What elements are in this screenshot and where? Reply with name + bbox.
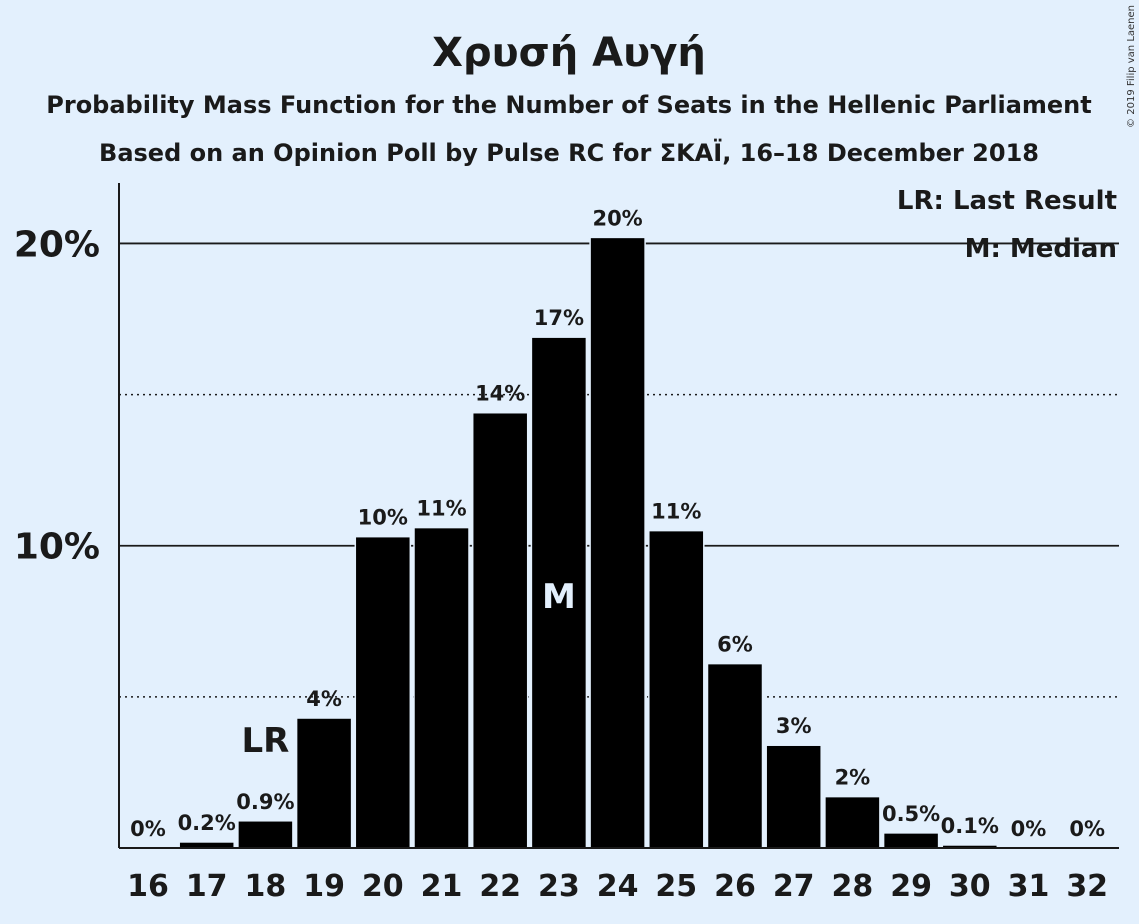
data-label-26: 6% (717, 633, 753, 657)
data-label-23: 17% (534, 306, 584, 330)
axes (118, 183, 1119, 849)
data-label-30: 0.1% (941, 814, 999, 838)
x-tick-label-24: 24 (597, 869, 639, 904)
x-tick-label-20: 20 (362, 869, 404, 904)
x-tick-label-27: 27 (773, 869, 815, 904)
data-label-16: 0% (130, 817, 166, 841)
last-result-marker: LR (241, 721, 289, 761)
legend-entry-last-result: LR: Last Result (897, 186, 1117, 216)
chart-title: Χρυσή Αυγή (432, 30, 706, 76)
y-tick-label-20: 20% (14, 224, 100, 265)
data-label-22: 14% (475, 382, 525, 406)
x-tick-label-18: 18 (245, 869, 287, 904)
bar-19 (295, 717, 353, 849)
bar-22 (471, 411, 529, 849)
median-marker: M (542, 577, 576, 617)
data-label-27: 3% (776, 714, 812, 738)
markers: LR M (241, 577, 575, 761)
x-tick-label-29: 29 (890, 869, 932, 904)
data-label-24: 20% (592, 206, 642, 230)
bar-25 (648, 529, 705, 849)
bar-29 (882, 832, 940, 849)
x-tick-label-31: 31 (1008, 869, 1050, 904)
data-labels: 0% 0.2%0.9% 4% 10% 11% 14% 17% 20% 11% 6% 3% 2% 0.5%… (130, 206, 1105, 841)
x-tick-label-16: 16 (127, 869, 169, 904)
x-tick-label-28: 28 (832, 869, 874, 904)
bar-18 (237, 820, 294, 849)
data-label-19: 4% (306, 687, 342, 711)
bar-27 (765, 744, 822, 849)
bar-24 (589, 236, 646, 849)
bar-21 (413, 526, 470, 849)
copyright-notice: © 2019 Filip van Laenen (1126, 5, 1137, 128)
x-tick-label-26: 26 (714, 869, 756, 904)
x-tick-label-25: 25 (655, 869, 697, 904)
chart-subtitle-line-1: Probability Mass Function for the Number… (46, 91, 1091, 119)
bar-20 (354, 535, 412, 849)
y-tick-label-10: 10% (14, 527, 100, 568)
data-label-28: 2% (835, 766, 871, 790)
data-label-31: 0% (1011, 817, 1047, 841)
x-tick-labels: 16 17 18 19 20 21 22 23 24 25 26 27 28 29 30 31 32 (127, 869, 1108, 904)
x-tick-label-21: 21 (421, 869, 463, 904)
data-label-21: 11% (416, 497, 466, 521)
legend-entry-median: M: Median (965, 234, 1117, 264)
data-label-20: 10% (358, 506, 408, 530)
x-tick-label-17: 17 (186, 869, 228, 904)
x-tick-label-19: 19 (303, 869, 345, 904)
data-label-25: 11% (651, 500, 701, 524)
data-label-32: 0% (1069, 817, 1105, 841)
x-tick-label-30: 30 (949, 869, 991, 904)
data-label-17: 0.2% (178, 811, 236, 835)
bar-26 (706, 662, 764, 849)
bar-28 (824, 795, 881, 849)
data-label-29: 0.5% (882, 802, 940, 826)
x-tick-label-22: 22 (479, 869, 521, 904)
chart-subtitle-line-2: Based on an Opinion Poll by Pulse RC for… (99, 138, 1039, 167)
y-tick-labels: 10% 20% (14, 224, 100, 567)
x-tick-label-32: 32 (1066, 869, 1108, 904)
bar-23 (530, 336, 588, 849)
x-tick-label-23: 23 (538, 869, 580, 904)
data-label-18: 0.9% (236, 790, 294, 814)
bars (178, 236, 999, 849)
